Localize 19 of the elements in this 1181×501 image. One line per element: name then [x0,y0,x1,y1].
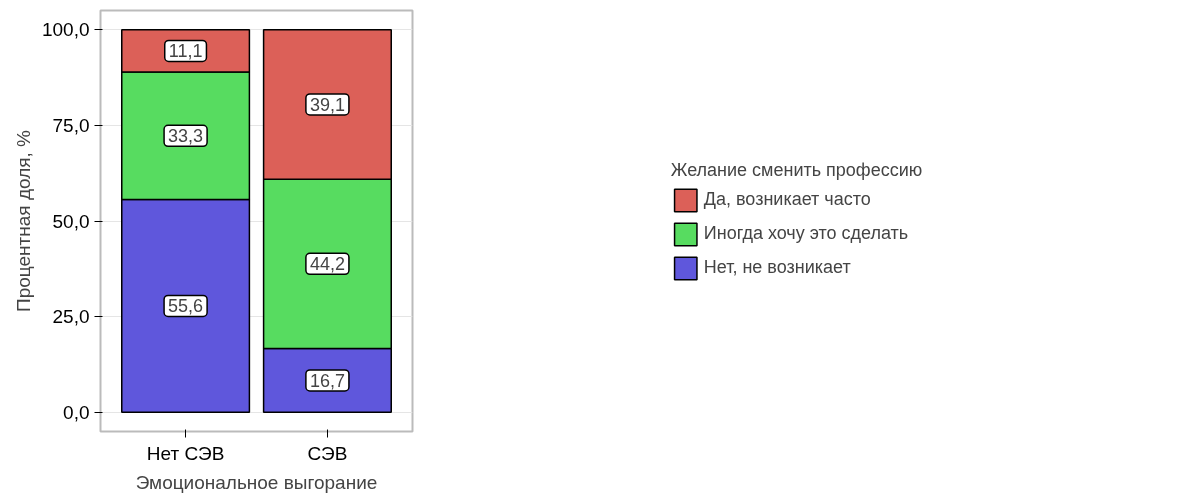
data-label: 11,1 [168,41,203,62]
data-label: 55,6 [168,296,204,317]
legend-label: Нет, не возникает [703,257,851,278]
y-tick-label: 0,0 [63,401,90,423]
y-tick-label: 50,0 [52,210,90,232]
data-label: 39,1 [309,94,345,115]
legend-label: Иногда хочу это сделать [703,223,909,244]
legend-label: Да, возникает часто [703,189,871,210]
y-tick-label: 25,0 [52,306,90,328]
y-tick-label: 75,0 [52,114,90,136]
y-tick-label: 100,0 [41,19,90,41]
data-label: 16,7 [309,370,345,391]
y-axis-title: Процентная доля, % [12,129,34,312]
data-label: 33,3 [168,126,204,147]
x-tick-label: Нет СЭВ [146,442,225,464]
x-axis-title: Эмоциональное выгорание [135,471,378,493]
legend-title: Желание сменить профессию [670,159,923,181]
x-tick-label: СЭВ [307,442,348,464]
data-label: 44,2 [309,254,345,275]
